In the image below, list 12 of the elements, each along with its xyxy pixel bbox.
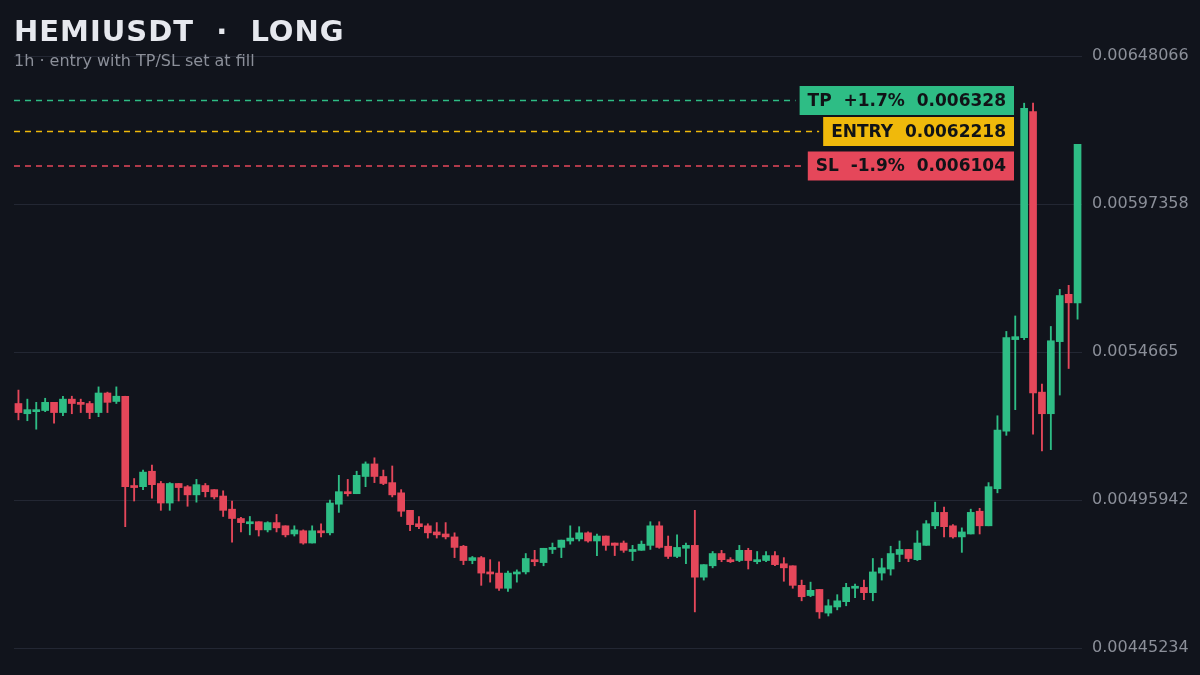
y-tick-label: 0.00648066 xyxy=(1092,45,1189,65)
chart-subtitle: 1h · entry with TP/SL set at fill xyxy=(14,51,255,70)
ref-line-label: SL -1.9% 0.006104 xyxy=(815,155,1007,176)
y-tick-label: 0.0054665 xyxy=(1092,341,1179,361)
y-tick-label: 0.00495942 xyxy=(1092,489,1189,509)
candlestick xyxy=(246,516,254,536)
chart-title: HEMIUSDT · LONG xyxy=(14,14,345,48)
y-tick-label: 0.00597358 xyxy=(1092,193,1189,213)
candlestick xyxy=(1064,284,1073,369)
ref-line-label: TP +1.7% 0.006328 xyxy=(807,89,1007,110)
ref-line-label: ENTRY 0.0062218 xyxy=(831,120,1007,141)
y-tick-label: 0.00445234 xyxy=(1092,637,1189,657)
